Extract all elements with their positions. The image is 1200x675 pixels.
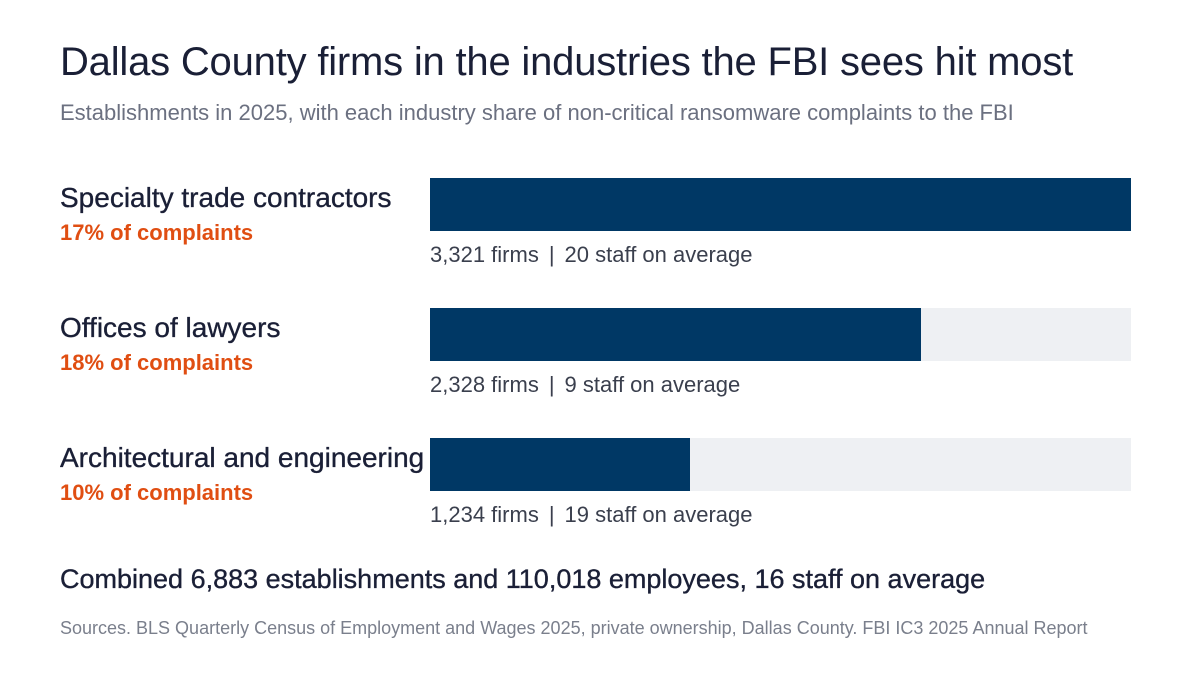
firm-count-label: 3,321 firms: [430, 242, 539, 267]
separator: |: [548, 242, 555, 267]
complaint-share-label: 17% of complaints: [60, 220, 254, 245]
complaint-share-label: 10% of complaints: [60, 480, 254, 505]
bar-data-label: 1,234 firms | 19 staff on average: [430, 502, 753, 528]
bar-category-label: Offices of lawyers: [60, 312, 281, 343]
average-staff-label: 20 staff on average: [564, 242, 753, 267]
bar-row: Architectural and engineering services 10…: [0, 438, 1200, 548]
firm-count-label: 2,328 firms: [430, 372, 539, 397]
source-note: Sources. BLS Quarterly Census of Employm…: [60, 618, 1088, 638]
bar-data-label: 2,328 firms | 9 staff on average: [430, 372, 740, 398]
bar-data-label: 3,321 firms | 20 staff on average: [430, 242, 753, 268]
bar: [430, 178, 1131, 231]
bar-track: [430, 178, 1131, 231]
average-staff-label: 19 staff on average: [564, 502, 753, 527]
chart-subtitle: Establishments in 2025, with each indust…: [60, 100, 1014, 125]
bar-track: [430, 438, 1131, 491]
bar: [430, 438, 690, 491]
firm-count-label: 1,234 firms: [430, 502, 539, 527]
chart-title: Dallas County firms in the industries th…: [60, 40, 1074, 84]
bar: [430, 308, 921, 361]
separator: |: [548, 372, 555, 397]
average-staff-label: 9 staff on average: [564, 372, 741, 397]
bar-track: [430, 308, 1131, 361]
separator: |: [548, 502, 555, 527]
summary-text: Combined 6,883 establishments and 110,01…: [60, 564, 986, 594]
bar-category-label: Architectural and engineering services: [60, 442, 430, 473]
bar-row: Offices of lawyers 18% of complaints 2,328…: [0, 308, 1200, 418]
bar-category-label: Specialty trade contractors: [60, 182, 392, 213]
bar-row: Specialty trade contractors 17% of compla…: [0, 178, 1200, 288]
complaint-share-label: 18% of complaints: [60, 350, 254, 375]
